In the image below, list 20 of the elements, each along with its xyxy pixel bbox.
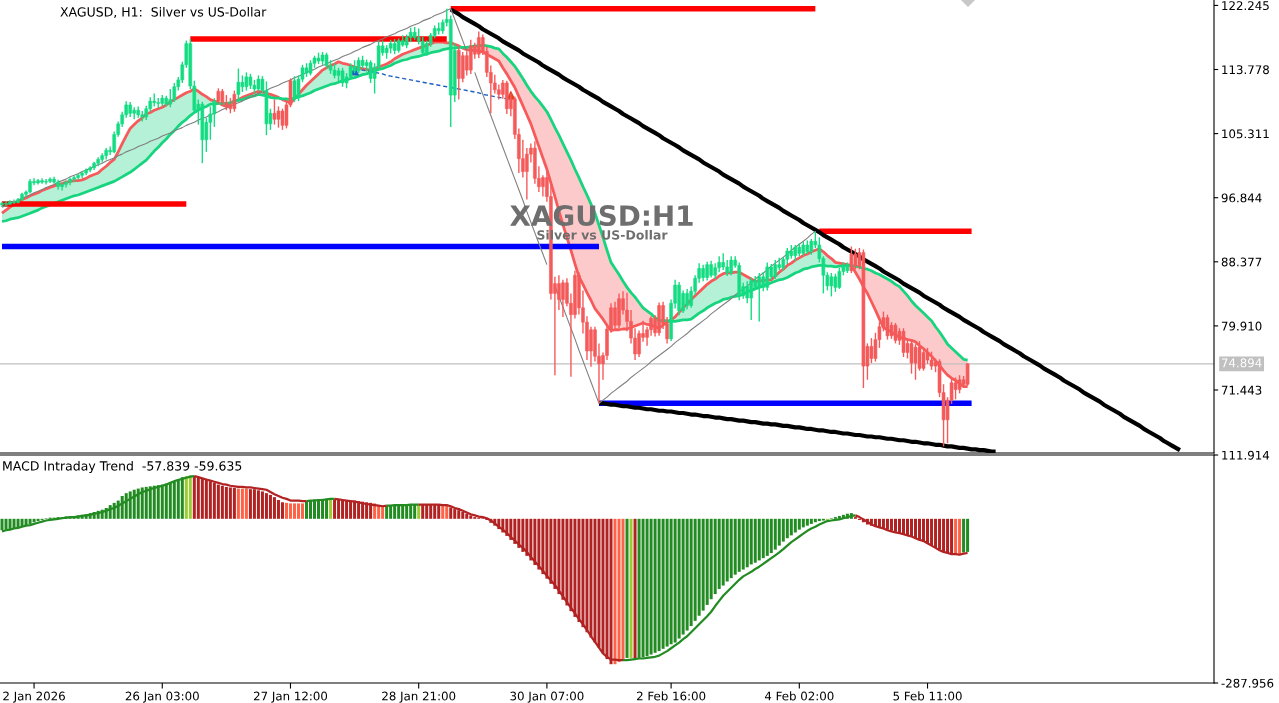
x-tick-label: 30 Jan 07:00 <box>510 691 584 703</box>
y-tick-label: 105.311 <box>1222 129 1269 139</box>
x-tick-label: 5 Feb 11:00 <box>893 691 962 701</box>
chart-title: XAGUSD, H1: Silver vs US-Dollar <box>60 6 267 18</box>
x-tick-label: 2 Jan 2026 <box>3 691 65 703</box>
chart-title: MACD Intraday Trend -57.839 -59.635 <box>3 460 242 474</box>
y-tick-label: 96.844 <box>1221 193 1262 203</box>
y-tick-label: 111.914 <box>1222 450 1270 460</box>
x-tick-label: 4 Feb 02:00 <box>764 691 834 701</box>
y-tick-label: 79.910 <box>1221 321 1262 331</box>
y-tick-label: 113.778 <box>1222 65 1269 75</box>
y-tick-label: 122.245 <box>1222 1 1269 11</box>
x-tick-label: 2 Feb 16:00 <box>637 691 706 701</box>
x-tick-label: 28 Jan 21:00 <box>382 691 456 703</box>
y-tick-label: 71.443 <box>1221 385 1262 395</box>
y-tick-label: 88.377 <box>1221 257 1262 267</box>
x-tick-label: 27 Jan 12:00 <box>253 691 328 703</box>
ref-line-label: 74.894 <box>1221 358 1262 368</box>
x-tick-label: 26 Jan 03:00 <box>125 691 199 703</box>
y-tick-label: -287.956 <box>1221 678 1274 688</box>
